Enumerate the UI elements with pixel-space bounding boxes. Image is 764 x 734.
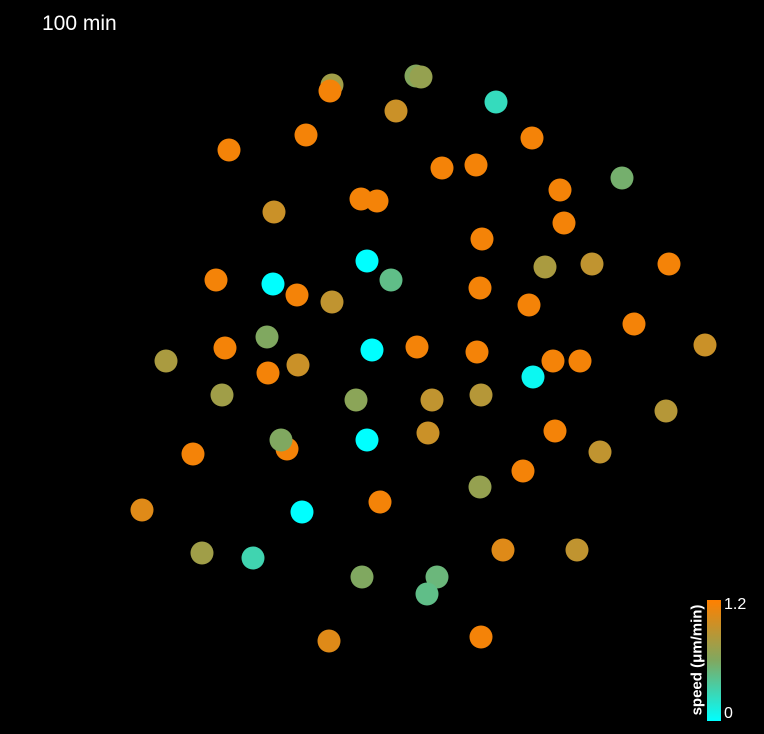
colorbar-max-label: 1.2 — [724, 596, 747, 613]
cell-dot — [318, 79, 342, 103]
cell-dot — [468, 276, 492, 300]
cell-dot — [552, 211, 576, 235]
cell-dot — [693, 333, 717, 357]
cell-dot — [320, 290, 344, 314]
cell-dot — [130, 498, 154, 522]
cell-dot — [379, 268, 403, 292]
cell-dot — [210, 383, 234, 407]
cell-dot — [217, 138, 241, 162]
cell-dot — [654, 399, 678, 423]
colorbar-title: speed (μm/min) — [688, 604, 706, 716]
cell-dot — [255, 325, 279, 349]
cell-dot — [416, 421, 440, 445]
cell-dot — [610, 166, 634, 190]
cell-dot — [317, 629, 341, 653]
cell-dot — [469, 625, 493, 649]
cell-dot — [355, 249, 379, 273]
cell-dot — [405, 335, 429, 359]
cell-dot — [290, 500, 314, 524]
cell-dot — [213, 336, 237, 360]
cell-dot — [384, 99, 408, 123]
cell-dot — [511, 459, 535, 483]
cell-dot — [360, 338, 384, 362]
cell-dot — [588, 440, 612, 464]
cell-dot — [286, 353, 310, 377]
cell-dot — [464, 153, 488, 177]
cell-dot — [261, 272, 285, 296]
cell-dot — [470, 227, 494, 251]
cell-dot — [256, 361, 280, 385]
cell-dot — [521, 365, 545, 389]
cell-dot — [533, 255, 557, 279]
cell-dot — [568, 349, 592, 373]
cell-dot — [204, 268, 228, 292]
cells-group — [130, 64, 717, 653]
cell-dot — [469, 383, 493, 407]
cell-dot — [294, 123, 318, 147]
cell-dot — [484, 90, 508, 114]
cell-dot — [543, 419, 567, 443]
cell-dot — [269, 428, 293, 452]
cell-dot — [425, 565, 449, 589]
cell-dot — [541, 349, 565, 373]
cell-dot — [657, 252, 681, 276]
colorbar-min-label: 0 — [724, 705, 733, 722]
cell-dot — [285, 283, 309, 307]
cell-dot — [262, 200, 286, 224]
cell-dot — [181, 442, 205, 466]
cell-dot — [520, 126, 544, 150]
cell-dot — [548, 178, 572, 202]
cell-dot — [580, 252, 604, 276]
cell-dot — [368, 490, 392, 514]
cell-dot — [365, 189, 389, 213]
cell-dot — [465, 340, 489, 364]
cell-dot — [344, 388, 368, 412]
cell-dot — [409, 65, 433, 89]
cell-dot — [190, 541, 214, 565]
colorbar — [707, 600, 721, 721]
cell-dot — [622, 312, 646, 336]
time-label: 100 min — [42, 12, 117, 35]
cell-dot — [420, 388, 444, 412]
cell-dot — [350, 565, 374, 589]
cell-dot — [415, 582, 439, 606]
cell-dot — [355, 428, 379, 452]
cell-dot — [241, 546, 265, 570]
cell-dot — [491, 538, 515, 562]
cell-dot — [154, 349, 178, 373]
cell-dot — [468, 475, 492, 499]
cell-dot — [430, 156, 454, 180]
cell-dot — [517, 293, 541, 317]
cell-dot — [565, 538, 589, 562]
